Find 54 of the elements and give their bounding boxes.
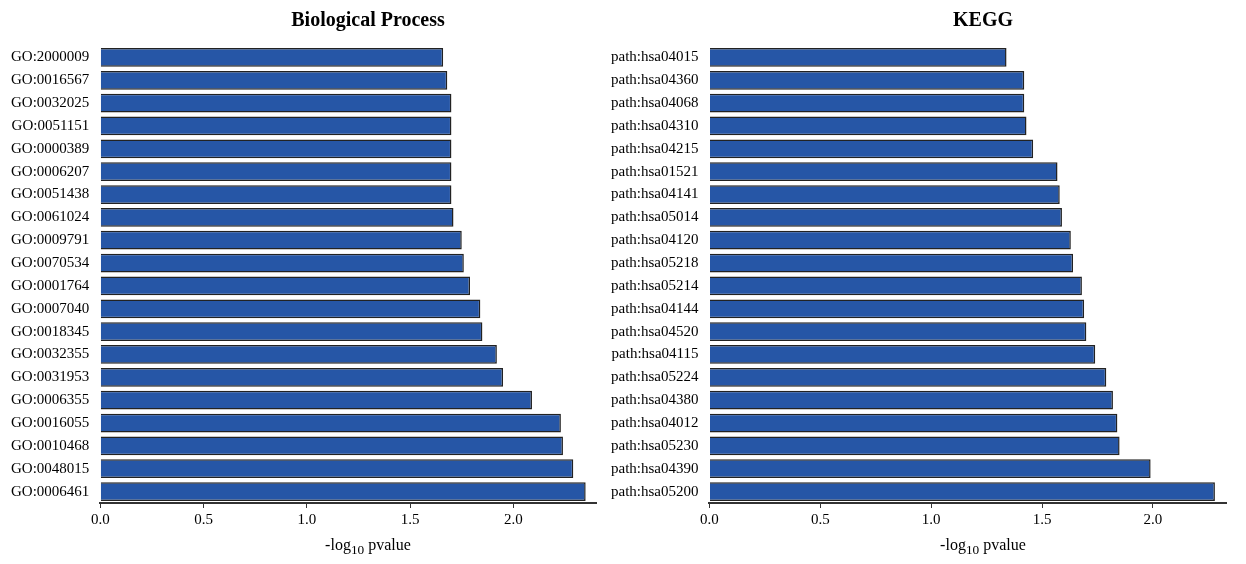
y-tick-label: GO:0070534 bbox=[10, 254, 90, 271]
y-tick-label: GO:0000389 bbox=[10, 139, 90, 156]
y-tick-label: GO:0018345 bbox=[10, 322, 90, 339]
y-tick-label: path:hsa04115 bbox=[611, 345, 699, 362]
y-tick-label: GO:0006207 bbox=[10, 162, 90, 179]
y-tick-label: path:hsa05200 bbox=[610, 482, 699, 499]
y-tick-label: GO:0051151 bbox=[11, 116, 90, 133]
y-tick-label: GO:0031953 bbox=[10, 368, 90, 385]
x-tick-label: 1.5 bbox=[1032, 510, 1052, 527]
y-tick-label: path:hsa05230 bbox=[610, 436, 699, 453]
x-axis-title: -log$_{10}$ pvalue bbox=[939, 536, 1027, 559]
y-tick-label: GO:0009791 bbox=[10, 231, 90, 248]
y-tick-label: path:hsa05218 bbox=[610, 254, 699, 271]
y-tick-label: path:hsa04015 bbox=[610, 48, 699, 65]
y-tick-label: GO:0016567 bbox=[10, 71, 90, 88]
x-tick-label: 0.5 bbox=[194, 510, 213, 527]
y-tick-label: GO:0016055 bbox=[10, 413, 90, 430]
y-tick-label: path:hsa04144 bbox=[610, 299, 699, 316]
y-tick-label: path:hsa05224 bbox=[610, 368, 699, 385]
y-tick-label: GO:0001764 bbox=[10, 276, 90, 293]
y-tick-label: path:hsa04380 bbox=[610, 391, 699, 408]
y-tick-label: path:hsa04120 bbox=[610, 231, 699, 248]
y-tick-label: GO:0061024 bbox=[10, 208, 90, 225]
y-tick-label: path:hsa04141 bbox=[610, 185, 699, 202]
y-tick-label: GO:0007040 bbox=[10, 299, 90, 316]
x-tick-label: 0.0 bbox=[90, 510, 110, 527]
x-tick-label: 1.5 bbox=[400, 510, 420, 527]
y-tick-label: path:hsa04215 bbox=[610, 139, 699, 156]
x-tick-label: 1.0 bbox=[297, 510, 317, 527]
y-tick-label: GO:2000009 bbox=[10, 48, 90, 65]
x-tick-label: 1.0 bbox=[921, 510, 941, 527]
x-tick-label: 0.0 bbox=[700, 510, 719, 527]
y-tick-label: path:hsa04390 bbox=[610, 459, 699, 476]
x-axis-title: -log$_{10}$ pvalue bbox=[324, 536, 412, 559]
y-tick-label: path:hsa05214 bbox=[610, 276, 699, 293]
y-tick-label: path:hsa04310 bbox=[610, 116, 699, 133]
y-tick-label: GO:0006355 bbox=[10, 391, 90, 408]
y-tick-label: GO:0006461 bbox=[10, 482, 90, 499]
x-tick-label: 2.0 bbox=[1143, 510, 1163, 527]
x-tick-label: 0.5 bbox=[810, 510, 830, 527]
y-tick-label: GO:0048015 bbox=[10, 459, 90, 476]
y-tick-label: GO:0032025 bbox=[10, 94, 90, 111]
chart-title: Biological Process bbox=[290, 8, 446, 33]
y-tick-label: path:hsa04012 bbox=[610, 413, 699, 430]
chart-title: KEGG bbox=[952, 8, 1014, 32]
y-tick-label: GO:0032355 bbox=[10, 345, 90, 362]
y-tick-label: GO:0010468 bbox=[10, 436, 90, 453]
y-tick-label: path:hsa04520 bbox=[610, 322, 699, 339]
y-tick-label: path:hsa01521 bbox=[610, 162, 699, 179]
y-tick-label: path:hsa05014 bbox=[610, 208, 699, 225]
y-tick-label: path:hsa04068 bbox=[610, 94, 699, 111]
x-tick-label: 2.0 bbox=[504, 510, 523, 527]
y-tick-label: path:hsa04360 bbox=[610, 71, 699, 88]
y-tick-label: GO:0051438 bbox=[10, 185, 90, 202]
